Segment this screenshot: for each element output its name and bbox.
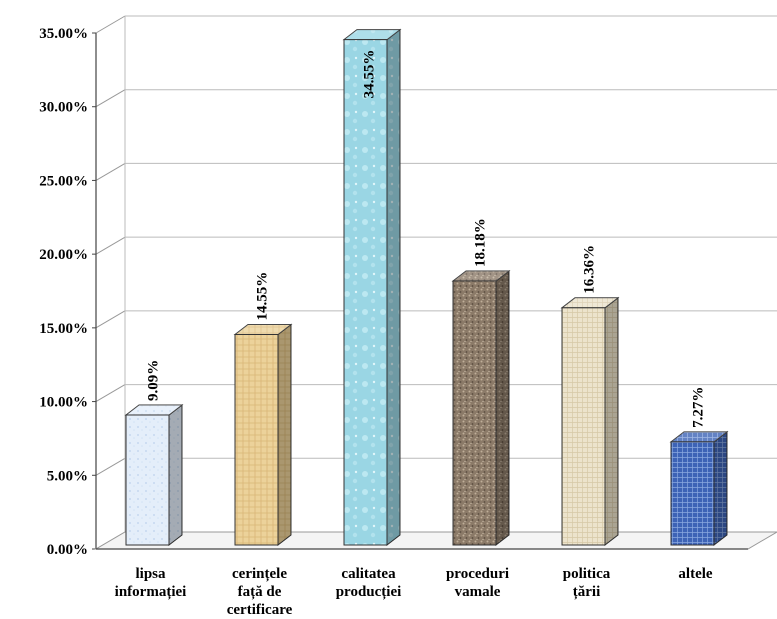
y-tick-label: 5.00% [47,468,88,484]
x-tick-label: vamale [455,584,501,600]
bar [560,296,620,547]
bar [451,269,511,547]
grid-connector [95,457,126,476]
x-tick-label: politica [563,566,611,582]
category-labels: lipsa informației cerințele față de certific… [115,566,713,618]
y-tick-label: 20.00% [39,247,88,263]
grid-connector [95,162,126,181]
bar [669,430,729,547]
x-tick-label: cerințele [232,566,287,582]
bar-front [670,441,715,546]
data-label: 7.27% [691,387,707,428]
y-tick-label: 15.00% [39,321,88,337]
bar-top-shade [235,324,291,335]
bar [233,323,293,547]
x-tick-label: proceduri [446,566,509,582]
grid-connector [95,236,126,255]
grid-connector [95,15,126,34]
data-labels: 9.09% 14.55% 34.55% 18.18% 16.36% 7.27% [146,50,707,428]
x-tick-label: certificare [227,602,293,618]
y-tick-label: 10.00% [39,395,88,411]
bars [124,28,729,547]
bar-side-shade [605,297,618,545]
y-tick-label: 25.00% [39,173,88,189]
y-tick-label: 0.00% [47,542,88,558]
bar-side-shade [169,404,182,545]
bar-front [234,333,279,546]
grid-connector [95,384,126,403]
bar [342,28,402,547]
bar-top-shade [562,297,618,308]
grid-connector [95,89,126,108]
bar-side-shade [278,324,291,545]
bar-top-shade [671,431,727,442]
x-tick-label: lipsa [135,566,166,582]
bar-front [125,414,170,546]
x-tick-label: informației [115,584,187,600]
data-label: 14.55% [255,272,271,321]
grid-connector [95,310,126,329]
bar-side-shade [387,29,400,546]
x-tick-label: altele [678,566,712,582]
x-tick-label: calitatea [341,566,396,582]
x-tick-label: țării [573,584,601,600]
bar-top-shade [126,404,182,415]
bar [124,403,184,547]
bar-front [343,39,388,546]
y-tick-label: 30.00% [39,100,88,116]
x-tick-label: producției [336,584,402,600]
x-tick-label: față de [238,584,282,600]
bar-side-shade [496,270,509,545]
bar-top-shade [453,270,509,281]
bar-front [452,280,497,546]
data-label: 34.55% [362,50,378,99]
data-label: 18.18% [473,218,489,267]
bar-top-shade [344,29,400,40]
data-label: 9.09% [146,360,162,401]
y-tick-label: 35.00% [39,26,88,42]
data-label: 16.36% [582,245,598,294]
bar-side-shade [714,431,727,545]
bar-front [561,307,606,546]
gridlines [95,15,777,550]
